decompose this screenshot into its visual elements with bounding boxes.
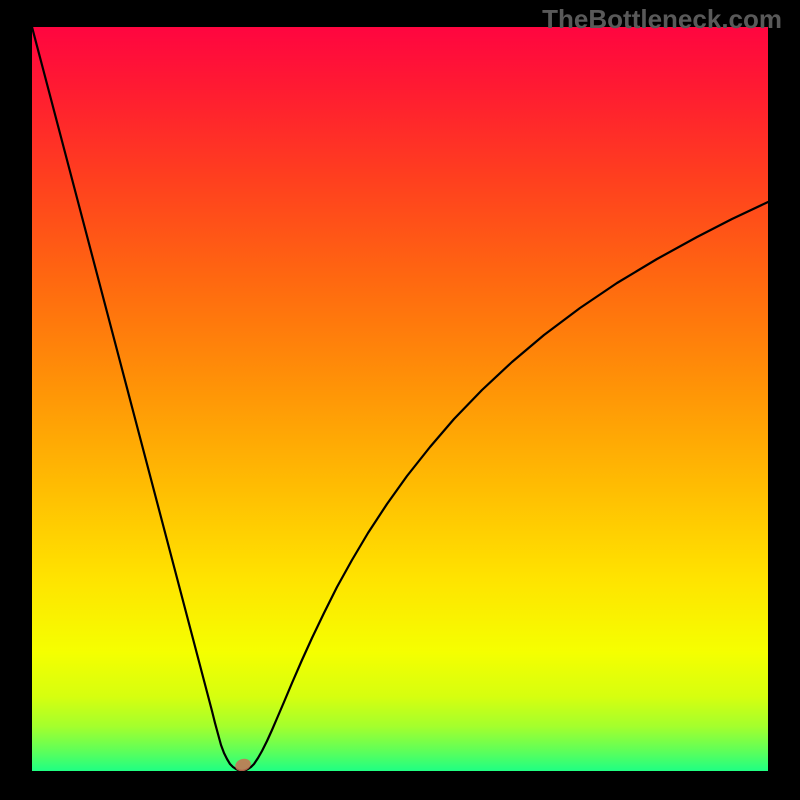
watermark-text: TheBottleneck.com	[542, 4, 782, 35]
chart-svg	[0, 0, 800, 800]
chart-container: TheBottleneck.com	[0, 0, 800, 800]
chart-gradient-background	[32, 27, 768, 771]
